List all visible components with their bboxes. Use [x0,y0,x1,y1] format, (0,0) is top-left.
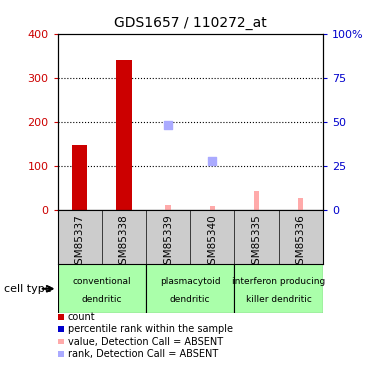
Bar [298,198,303,210]
FancyBboxPatch shape [58,264,146,313]
FancyBboxPatch shape [234,264,323,313]
Text: plasmacytoid: plasmacytoid [160,277,220,286]
Text: killer dendritic: killer dendritic [246,295,312,304]
Text: conventional: conventional [72,277,131,286]
Bar [116,60,132,210]
Text: count: count [68,312,95,322]
Bar [165,205,171,210]
Bar [254,192,259,210]
Text: GSM85337: GSM85337 [75,214,85,271]
Bar [72,145,87,210]
Text: GSM85335: GSM85335 [252,214,262,271]
Text: value, Detection Call = ABSENT: value, Detection Call = ABSENT [68,337,223,346]
Text: dendritic: dendritic [82,295,122,304]
Text: GSM85340: GSM85340 [207,214,217,271]
Text: GSM85339: GSM85339 [163,214,173,271]
Text: interferon producing: interferon producing [232,277,325,286]
Text: cell type: cell type [4,284,51,294]
FancyBboxPatch shape [146,264,234,313]
Bar [210,206,215,210]
Point [165,122,171,128]
Title: GDS1657 / 110272_at: GDS1657 / 110272_at [114,16,266,30]
Text: GSM85336: GSM85336 [296,214,306,271]
Text: rank, Detection Call = ABSENT: rank, Detection Call = ABSENT [68,349,218,359]
Point [298,10,303,16]
Text: percentile rank within the sample: percentile rank within the sample [68,324,233,334]
Text: dendritic: dendritic [170,295,210,304]
Point [209,158,215,164]
Text: GSM85338: GSM85338 [119,214,129,271]
